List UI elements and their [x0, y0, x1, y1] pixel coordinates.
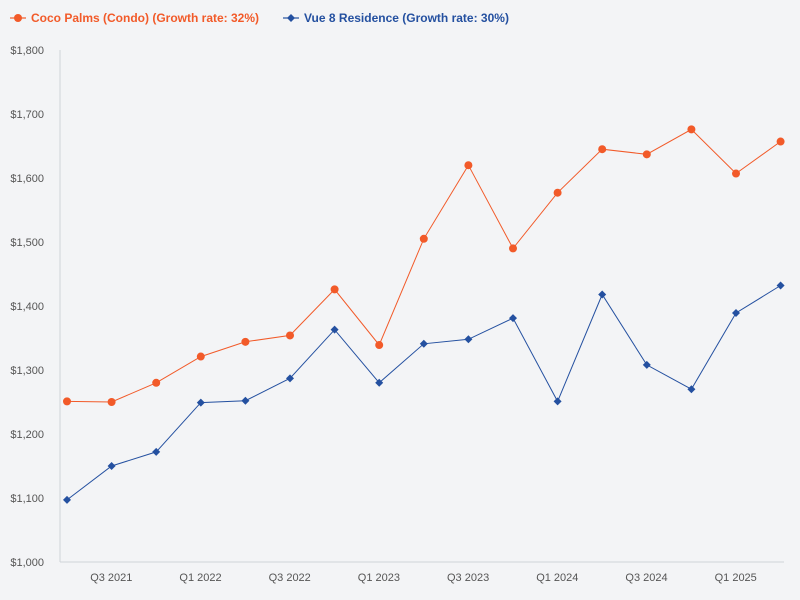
- data-point[interactable]: [776, 281, 785, 290]
- legend-label: Coco Palms (Condo) (Growth rate: 32%): [31, 11, 259, 25]
- y-tick-label: $1,700: [10, 109, 44, 121]
- y-tick-label: $1,500: [10, 237, 44, 249]
- data-point[interactable]: [509, 314, 517, 323]
- data-point[interactable]: [330, 325, 339, 334]
- y-tick-label: $1,300: [10, 365, 44, 377]
- y-tick-label: $1,100: [10, 493, 44, 505]
- data-point[interactable]: [241, 396, 250, 405]
- axes: $1,000 $1,100 $1,200 $1,300 $1,400 $1,500 $1,6…: [10, 45, 784, 584]
- y-tick-label: $1,800: [10, 45, 44, 57]
- data-point[interactable]: [642, 150, 651, 159]
- series-0: [63, 125, 785, 406]
- data-point[interactable]: [553, 397, 562, 406]
- y-tick-label: $1,400: [10, 301, 44, 313]
- data-point[interactable]: [286, 374, 294, 383]
- data-point[interactable]: [375, 378, 384, 387]
- legend-diamond-marker-icon: [287, 14, 295, 22]
- x-tick-label: Q1 2025: [715, 572, 757, 584]
- data-point[interactable]: [687, 125, 696, 134]
- x-tick-label: Q1 2023: [358, 572, 400, 584]
- legend-label: Vue 8 Residence (Growth rate: 30%): [304, 11, 509, 25]
- x-tick-label: Q3 2021: [90, 572, 132, 584]
- y-tick-label: $1,600: [10, 173, 44, 185]
- data-point[interactable]: [330, 285, 339, 294]
- data-point[interactable]: [107, 462, 116, 470]
- data-point[interactable]: [687, 385, 696, 394]
- data-point[interactable]: [732, 169, 740, 178]
- series-line: [66, 285, 781, 501]
- data-point[interactable]: [776, 137, 785, 146]
- data-point[interactable]: [63, 397, 71, 406]
- data-point[interactable]: [509, 244, 517, 253]
- x-tick-label: Q3 2023: [447, 572, 489, 584]
- legend-circle-marker-icon: [14, 14, 22, 22]
- data-point[interactable]: [152, 447, 161, 456]
- data-point[interactable]: [732, 309, 740, 318]
- data-point[interactable]: [107, 398, 116, 406]
- data-point[interactable]: [375, 341, 384, 350]
- data-point[interactable]: [553, 188, 562, 197]
- legend: Coco Palms (Condo) (Growth rate: 32%) Vu…: [10, 11, 509, 25]
- data-point[interactable]: [196, 398, 205, 407]
- x-tick-label: Q1 2022: [179, 572, 221, 584]
- data-point[interactable]: [152, 378, 161, 387]
- legend-item-coco-palms[interactable]: Coco Palms (Condo) (Growth rate: 32%): [10, 11, 259, 25]
- data-point[interactable]: [241, 337, 250, 346]
- y-tick-label: $1,000: [10, 557, 44, 569]
- data-point[interactable]: [642, 360, 651, 369]
- data-point[interactable]: [419, 234, 428, 243]
- data-point[interactable]: [464, 161, 473, 170]
- data-point[interactable]: [464, 335, 473, 344]
- data-point[interactable]: [419, 339, 428, 348]
- series-1: [63, 281, 785, 504]
- y-tick-label: $1,200: [10, 429, 44, 441]
- data-point[interactable]: [286, 331, 294, 340]
- x-tick-label: Q3 2022: [269, 572, 311, 584]
- data-point[interactable]: [598, 145, 607, 154]
- x-tick-label: Q3 2024: [625, 572, 667, 584]
- data-point[interactable]: [63, 495, 71, 504]
- data-point[interactable]: [196, 352, 205, 361]
- series-layer: [63, 125, 785, 504]
- series-line: [66, 128, 781, 403]
- x-tick-label: Q1 2024: [536, 572, 578, 584]
- legend-item-vue-8[interactable]: Vue 8 Residence (Growth rate: 30%): [283, 11, 509, 25]
- data-point[interactable]: [598, 290, 607, 299]
